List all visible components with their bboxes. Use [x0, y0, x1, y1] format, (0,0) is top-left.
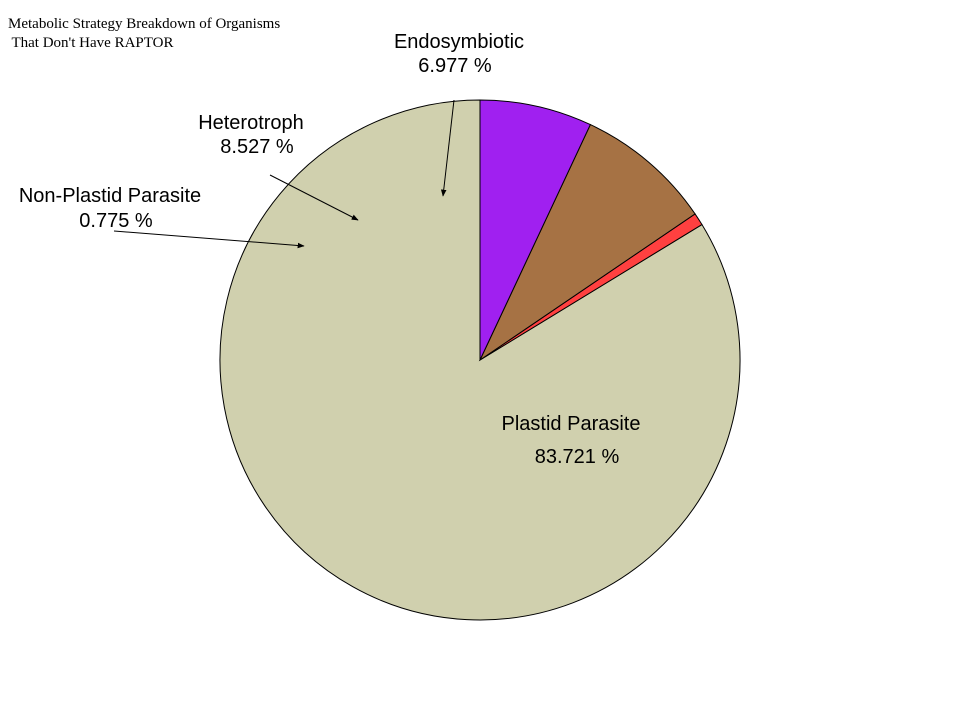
slice-name-endosymbiotic: Endosymbiotic	[394, 31, 524, 53]
pie-slice-heterotroph	[478, 123, 696, 362]
chart-title: Metabolic Strategy Breakdown of Organism…	[8, 16, 280, 51]
slice-value-non-plastid-parasite: 0.775 %	[79, 210, 153, 232]
slice-name-heterotroph: Heterotroph	[198, 112, 304, 134]
slice-label-non-plastid-parasite: Non-Plastid Parasite 0.775 %	[19, 185, 305, 249]
slice-label-plastid-parasite: Plastid Parasite 83.721 %	[502, 413, 641, 468]
slice-label-heterotroph: Heterotroph 8.527 %	[198, 112, 359, 221]
leader-arrow-non-plastid-parasite	[113, 230, 305, 249]
slice-value-heterotroph: 8.527 %	[220, 136, 294, 158]
slice-name-plastid-parasite: Plastid Parasite	[502, 413, 641, 435]
chart-title-line-2: That Don't Have RAPTOR	[8, 35, 173, 51]
slice-name-non-plastid-parasite: Non-Plastid Parasite	[19, 185, 201, 207]
slice-label-endosymbiotic: Endosymbiotic 6.977 %	[394, 31, 524, 197]
pie-slice-endosymbiotic	[479, 99, 592, 361]
slice-value-plastid-parasite: 83.721 %	[535, 446, 620, 468]
leader-arrow-heterotroph	[269, 174, 359, 221]
chart-title-line-1: Metabolic Strategy Breakdown of Organism…	[8, 16, 280, 32]
leader-arrow-endosymbiotic	[440, 99, 455, 197]
slice-value-endosymbiotic: 6.977 %	[418, 55, 492, 77]
pie-slices	[219, 99, 741, 621]
